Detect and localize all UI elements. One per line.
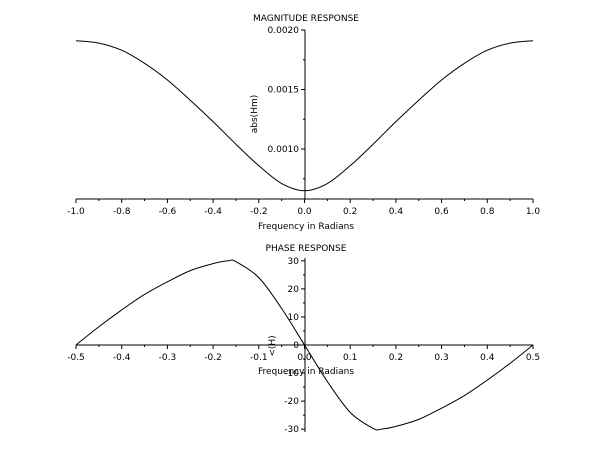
magnitude-x-tick-label: 1.0: [526, 207, 541, 217]
phase-y-tick-label: -20: [284, 397, 299, 407]
magnitude-x-tick-label: 0.2: [343, 207, 357, 217]
magnitude-x-tick-label: -0.2: [250, 207, 268, 217]
magnitude-x-tick-label: 0.0: [297, 207, 312, 217]
phase-y-tick-label: 0: [293, 341, 299, 351]
phase-y-tick-label: -30: [284, 425, 299, 435]
magnitude-chart: MAGNITUDE RESPONSE Frequency in Radians …: [67, 14, 540, 232]
magnitude-x-tick-label: -0.6: [159, 207, 177, 217]
magnitude-series-line: [75, 40, 534, 192]
magnitude-xlabel: Frequency in Radians: [258, 222, 354, 232]
phase-x-tick-label: 0.0: [297, 353, 312, 363]
magnitude-y-tick-label: 0.0010: [268, 145, 300, 155]
phase-x-tick-label: -0.3: [159, 353, 177, 363]
phase-x-tick-label: -0.5: [67, 353, 85, 363]
phase-x-tick-label: 0.2: [389, 353, 403, 363]
magnitude-title: MAGNITUDE RESPONSE: [253, 14, 359, 24]
magnitude-x-tick-label: -0.8: [113, 207, 131, 217]
magnitude-x-tick-label: -1.0: [67, 207, 85, 217]
phase-x-tick-label: 0.3: [434, 353, 448, 363]
magnitude-x-tick-label: 0.4: [389, 207, 404, 217]
magnitude-y-tick-label: 0.0015: [268, 86, 300, 96]
phase-x-tick-label: -0.1: [250, 353, 268, 363]
phase-title: PHASE RESPONSE: [266, 244, 347, 254]
phase-ylabel: <(H): [268, 335, 278, 356]
phase-series-line: [75, 259, 534, 431]
phase-x-tick-label: 0.5: [526, 353, 540, 363]
magnitude-x-tick-label: 0.8: [480, 207, 495, 217]
phase-xlabel: Frequency in Radians: [258, 367, 354, 377]
phase-y-tick-label: -10: [284, 369, 299, 379]
phase-x-tick-label: 0.1: [343, 353, 357, 363]
phase-y-tick-label: 20: [288, 285, 300, 295]
phase-x-tick-label: 0.4: [480, 353, 495, 363]
magnitude-x-tick-label: 0.6: [434, 207, 449, 217]
magnitude-ylabel: abs(Hm): [250, 95, 260, 133]
magnitude-y-tick-label: 0.0020: [268, 26, 300, 36]
phase-chart: PHASE RESPONSE Frequency in Radians <(H)…: [67, 244, 540, 435]
magnitude-x-tick-label: -0.4: [204, 207, 222, 217]
phase-y-tick-label: 30: [288, 257, 300, 267]
phase-y-tick-label: 10: [288, 313, 300, 323]
phase-x-tick-label: -0.2: [204, 353, 222, 363]
phase-x-tick-label: -0.4: [113, 353, 131, 363]
